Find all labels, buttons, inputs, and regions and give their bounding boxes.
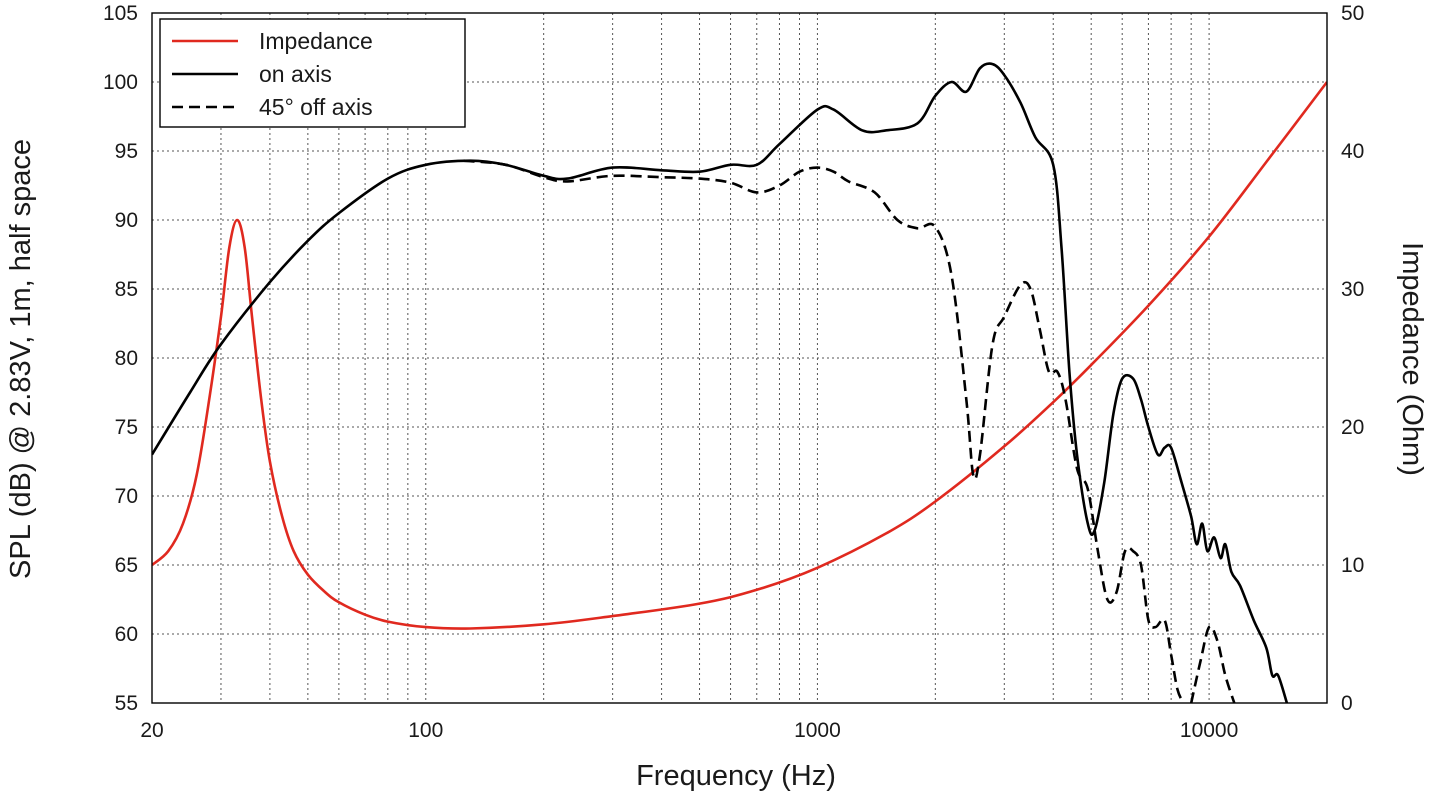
y-tick-label-left: 75 — [115, 416, 138, 439]
plot-area — [152, 62, 1327, 703]
y-tick-label-right: 20 — [1341, 416, 1364, 439]
y-tick-label-right: 30 — [1341, 278, 1364, 301]
x-tick-label: 10000 — [1180, 719, 1238, 742]
series-line-on-axis — [152, 62, 1289, 703]
y-tick-label-left: 65 — [115, 554, 138, 577]
y-axis-title-right: Impedance (Ohm) — [1396, 242, 1428, 476]
y-tick-label-left: 55 — [115, 692, 138, 715]
y-tick-label-left: 90 — [115, 209, 138, 232]
y-tick-label-right: 0 — [1341, 692, 1353, 715]
y-axis-title-left: SPL (dB) @ 2.83V, 1m, half space — [5, 139, 37, 579]
y-tick-label-left: 85 — [115, 278, 138, 301]
legend: Impedance on axis 45° off axis — [159, 18, 466, 128]
y-tick-label-left: 95 — [115, 140, 138, 163]
y-tick-label-right: 10 — [1341, 554, 1364, 577]
x-tick-label: 20 — [140, 719, 163, 742]
y-tick-label-left: 80 — [115, 347, 138, 370]
grid-lines — [152, 13, 1327, 703]
legend-label-45-off-axis: 45° off axis — [259, 94, 373, 120]
plot-frame — [151, 12, 1328, 704]
series-line-45-off-axis — [463, 159, 1185, 703]
y-tick-label-left: 105 — [103, 2, 138, 25]
legend-label-on-axis: on axis — [259, 61, 332, 87]
tick-labels: 55 60 65 70 75 80 85 90 95 100 105 0 10 20 30 40 50 20 100… — [103, 2, 1364, 742]
legend-label-impedance: Impedance — [259, 28, 373, 54]
series-line-impedance — [152, 81, 1327, 630]
y-tick-label-left: 60 — [115, 623, 138, 646]
x-axis-title: Frequency (Hz) — [636, 760, 836, 792]
series-line-45-off-axis — [1189, 625, 1236, 703]
y-tick-label-right: 40 — [1341, 140, 1364, 163]
y-tick-label-right: 50 — [1341, 2, 1364, 25]
x-tick-label: 100 — [408, 719, 443, 742]
y-tick-label-left: 70 — [115, 485, 138, 508]
x-tick-label: 1000 — [794, 719, 841, 742]
y-tick-label-left: 100 — [103, 71, 138, 94]
